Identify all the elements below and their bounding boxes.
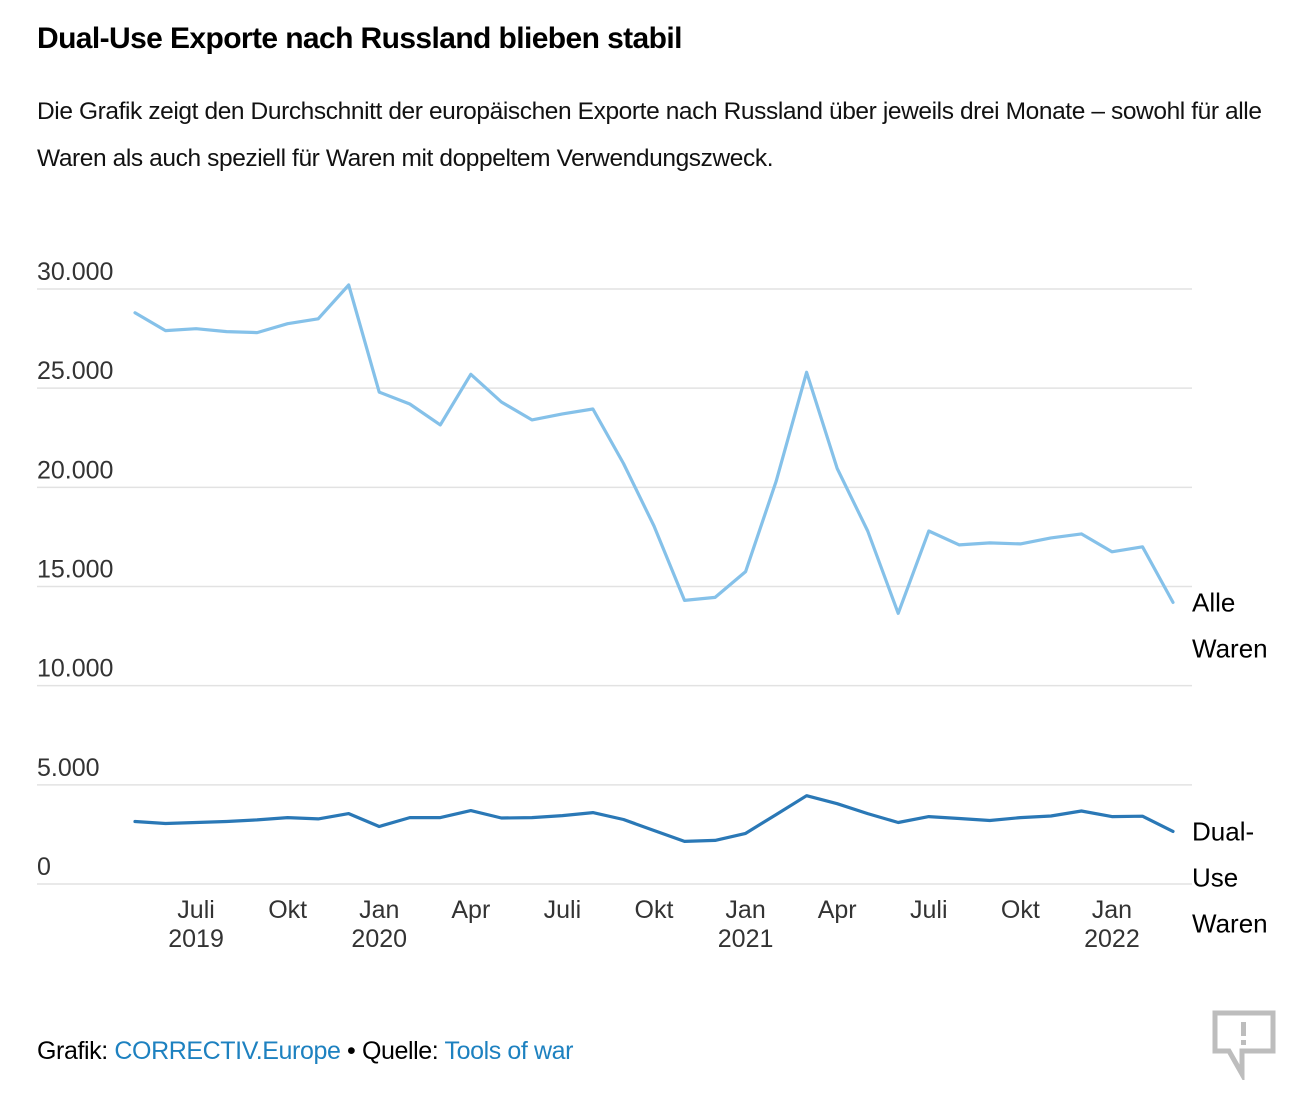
line-chart: 0 5.000 10.000 15.000 20.000 25.000 30.000 Jul… (37, 258, 1268, 953)
x-tick-label: Okt (1001, 896, 1040, 924)
footer-separator: • (340, 1037, 362, 1065)
series-label: Alle (1192, 587, 1235, 617)
series-label: Dual- (1192, 816, 1254, 846)
series-label: Use (1192, 862, 1238, 892)
x-tick-year-label: 2022 (1084, 925, 1140, 953)
y-tick-label: 0 (37, 853, 51, 881)
x-tick-label: Juli (177, 896, 215, 924)
y-tick-label: 25.000 (37, 357, 113, 385)
x-tick-label: Jan (359, 896, 399, 924)
series-lines (133, 283, 1175, 843)
y-tick-label: 30.000 (37, 258, 113, 286)
x-tick-label: Apr (818, 896, 857, 924)
gridlines (37, 288, 1192, 885)
report-issue-button[interactable] (1212, 1010, 1276, 1084)
y-tick-label: 5.000 (37, 754, 100, 782)
chart-title: Dual-Use Exporte nach Russland blieben s… (37, 22, 682, 55)
x-tick-label: Jan (1092, 896, 1132, 924)
x-tick-label: Apr (451, 896, 490, 924)
series-line-alle-waren (133, 283, 1175, 615)
source-footer: Grafik: CORRECTIV.Europe • Quelle: Tools… (37, 1037, 573, 1066)
chart-subtitle: Die Grafik zeigt den Durchschnitt der eu… (37, 98, 1262, 172)
x-tick-label: Juli (544, 896, 582, 924)
series-line-dual-use-waren (133, 794, 1175, 843)
x-tick-year-label: 2019 (168, 925, 224, 953)
series-label: Waren (1192, 633, 1268, 663)
series-labels: Alle Waren Dual- Use Waren (1192, 587, 1268, 938)
correctiv-link[interactable]: CORRECTIV.Europe (114, 1037, 341, 1065)
x-tick-label: Jan (725, 896, 765, 924)
speech-bubble-exclamation-icon (1212, 1010, 1276, 1084)
x-tick-label: Juli (910, 896, 948, 924)
y-tick-label: 20.000 (37, 456, 113, 484)
y-tick-label: 15.000 (37, 556, 113, 584)
grafik-label: Grafik: (37, 1037, 108, 1065)
x-tick-year-label: 2021 (718, 925, 774, 953)
x-tick-label: Okt (635, 896, 674, 924)
x-tick-label: Okt (268, 896, 307, 924)
quelle-label: Quelle: (361, 1037, 439, 1065)
tools-of-war-link[interactable]: Tools of war (444, 1037, 574, 1065)
series-label: Waren (1192, 908, 1268, 938)
y-tick-label: 10.000 (37, 655, 113, 683)
x-tick-year-label: 2020 (351, 925, 407, 953)
y-axis: 0 5.000 10.000 15.000 20.000 25.000 30.000 (37, 258, 113, 881)
